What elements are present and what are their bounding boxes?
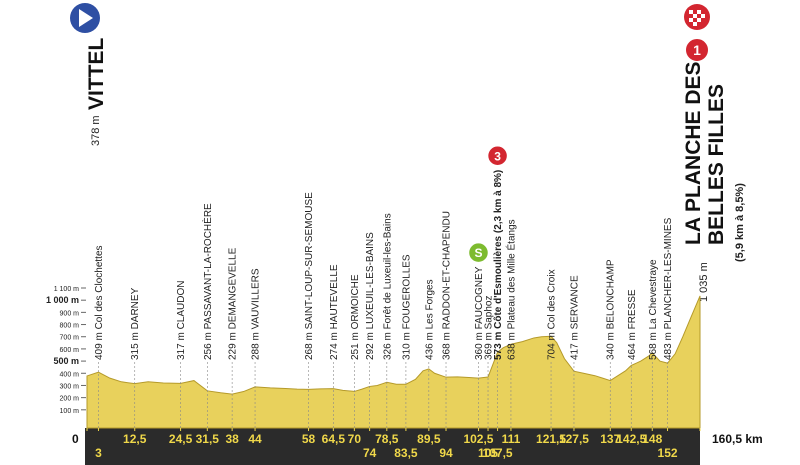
y-tick-label: 700 m [60,335,80,342]
waypoint-label: 573 m Côte d'Esmoulières (2,3 km à 8%) [493,170,504,360]
x-tick-label: 0 [72,432,79,446]
x-tick-label: 111 [502,432,521,446]
waypoint-label: 326 m Forêt de Luxeuil-les-Bains [382,213,393,360]
waypoint-label: 315 m DARNEY [130,287,141,360]
waypoint-label: 369 m Saphoz [484,296,495,361]
finish-climb: (5,9 km à 8,5%) [734,183,746,262]
km-bar [85,428,700,465]
y-tick-label: 1 000 m [46,295,79,305]
x-tick-label: 24,5 [169,432,193,446]
climb-icon-label: 3 [494,149,501,163]
x-tick-label: 89,5 [417,432,441,446]
x-tick-label: 83,5 [394,446,418,460]
x-tick-label: 102,5 [463,432,493,446]
climb-icon-circle [486,145,509,167]
sprint-icon-circle [467,241,490,264]
x-tick-label: 127,5 [559,432,589,446]
waypoint-label: 310 m FOUGEROLLES [401,254,412,360]
waypoint-label: 483 m PLANCHER-LES-MINES [663,217,674,360]
x-tick-label: 160,5 km [712,432,763,446]
waypoint-label: 292 m LUXEUIL-LES-BAINS [365,232,376,360]
x-tick-label: 121,5 [536,432,566,446]
y-tick-label: 500 m [53,356,79,366]
y-tick-label: 800 m [60,323,80,330]
start-elevation: 378 m [90,115,102,146]
waypoint-label: 256 m PASSAVANT-LA-ROCHÈRE [201,203,214,360]
x-tick-label: 78,5 [375,432,399,446]
waypoint-label: 288 m VAUVILLERS [251,268,262,360]
finish-category-label: 1 [693,42,701,58]
waypoint-label: 464 m FRESSE [627,289,638,360]
waypoint-label: 568 m La Chevestraye [648,259,659,360]
x-tick-label: 107,5 [483,446,513,460]
y-tick-label: 300 m [60,383,80,390]
waypoint-label: 638 m Plateau des Mille Étangs [504,219,517,360]
x-tick-label: 105 [478,446,498,460]
y-tick-label: 200 m [60,396,80,403]
waypoint-label: 360 m FAUCOGNEY [474,266,485,360]
finish-name: LA PLANCHE DES [682,61,705,245]
sprint-icon-label: S [474,246,482,260]
x-tick-label: 94 [439,446,453,460]
x-tick-label: 31,5 [196,432,220,446]
y-tick-label: 900 m [60,310,80,317]
finish-name: BELLES FILLES [705,84,728,245]
waypoint-label: 409 m Col des Clochettes [94,245,105,360]
waypoint-label: 417 m SERVANCE [569,275,580,360]
x-tick-label: 58 [302,432,316,446]
x-tick-label: 148 [642,432,662,446]
start-name: VITTEL [85,37,108,110]
x-tick-label: 142,5 [616,432,646,446]
x-tick-label: 74 [363,446,377,460]
start-icon [70,3,100,33]
y-tick-label: 600 m [60,347,80,354]
x-tick-label: 70 [348,432,362,446]
finish-icon [684,4,710,30]
x-tick-label: 44 [248,432,262,446]
climb-icon: 3 [486,145,509,167]
waypoint-label: 317 m CLAUDON [176,281,187,360]
x-tick-label: 64,5 [322,432,346,446]
y-tick-label: 1 100 m [54,286,79,293]
x-tick-label: 152 [658,446,678,460]
waypoint-label: 274 m HAUTEVELLE [329,264,340,360]
x-tick-label: 12,5 [123,432,147,446]
waypoint-label: 268 m SAINT-LOUP-SUR-SEMOUSE [304,192,315,360]
x-tick-label: 38 [225,432,239,446]
y-tick-label: 100 m [60,408,80,415]
y-tick-label: 400 m [60,371,80,378]
waypoint-label: 368 m RADDON-ET-CHAPENDU [442,211,453,360]
profile-area [86,295,701,429]
waypoint-label: 704 m Col des Croix [547,269,558,360]
x-tick-label: 3 [95,446,102,460]
waypoint-label: 229 m DEMANGEVELLE [228,247,239,360]
sprint-icon: S [467,241,490,264]
x-tick-label: 137 [600,432,620,446]
finish-category: 1 [684,37,710,63]
finish-elevation: 1 035 m [698,262,710,302]
waypoint-label: 436 m Les Forges [424,279,435,360]
waypoint-label: 251 m ORMOICHE [350,274,361,360]
waypoint-label: 340 m BELONCHAMP [606,259,617,360]
